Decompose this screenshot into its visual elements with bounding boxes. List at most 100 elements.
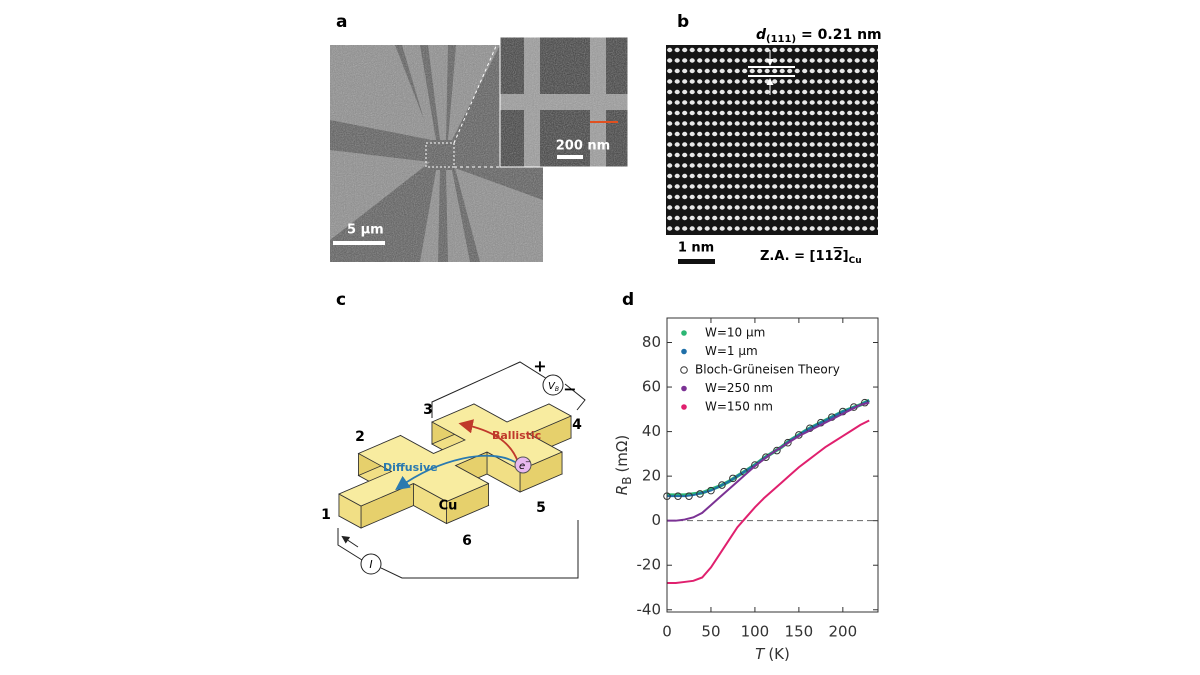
y-tick-label: 60 [642, 378, 661, 396]
series-line [667, 401, 870, 522]
x-axis-unit: (K) [768, 645, 790, 663]
material-label: Cu [439, 499, 458, 514]
y-axis-label: RB (mΩ) [613, 435, 634, 495]
zoom-line [453, 36, 501, 144]
terminal-label: 1 [321, 507, 331, 523]
zone-axis-end: ] [843, 249, 849, 264]
lattice-spacing: d(111) = 0.21 nm [756, 27, 882, 45]
diffusive-arrow [395, 454, 516, 491]
theory-point [696, 490, 704, 498]
legend-label: W=150 nm [705, 400, 773, 414]
zoom-box [425, 142, 455, 168]
spacing-value: = 0.21 nm [801, 27, 882, 43]
spacing-symbol: d [756, 27, 767, 43]
x-tick-label: 0 [662, 623, 672, 641]
scale-bar-label: 200 nm [556, 139, 610, 154]
ammeter [360, 553, 382, 575]
y-axis-unit: (mΩ) [613, 435, 631, 473]
y-tick-label: 80 [642, 333, 661, 351]
zone-axis: Z.A. = [112]Cu [760, 249, 862, 266]
voltmeter-subscript: B [555, 386, 559, 393]
voltage-wire [431, 361, 586, 418]
y-tick-label: 20 [642, 467, 661, 485]
diffusive-label: Diffusive [383, 461, 438, 474]
tem-lattice [666, 45, 878, 235]
inset-noise [500, 37, 628, 167]
x-tick-label: 100 [741, 623, 770, 641]
scale-bar [678, 259, 715, 264]
series-line [667, 419, 870, 585]
theory-point [685, 492, 693, 500]
inset-frame [499, 36, 629, 168]
electron [514, 456, 532, 474]
scale-bar [557, 155, 583, 159]
terminal-label: 3 [423, 402, 433, 418]
legend-label: Bloch-Grüneisen Theory [695, 363, 840, 377]
y-tick-label: -40 [637, 600, 662, 618]
current-arrow [341, 535, 359, 548]
theory-point [674, 492, 682, 500]
y-axis-subscript: B [620, 477, 634, 485]
theory-point [718, 481, 726, 489]
spacing-subscript: (111) [766, 34, 796, 45]
ammeter-label: I [369, 558, 372, 571]
current-wire [337, 520, 579, 579]
electron-label: e− [519, 458, 531, 472]
theory-point [773, 446, 781, 455]
plus-label: + [533, 357, 546, 376]
legend-label: W=1 µm [705, 344, 758, 358]
axes-frame [666, 317, 879, 613]
scale-bar-label: 5 µm [347, 223, 384, 238]
sem-image: 200 nm 5 µm [330, 36, 629, 262]
theory-point [707, 486, 715, 495]
theory-point [729, 474, 737, 483]
ballistic-label: Ballistic [492, 429, 541, 442]
ballistic-arrow [458, 419, 519, 463]
theory-point [762, 453, 770, 462]
tem-image [666, 45, 878, 235]
scale-bar [333, 241, 385, 245]
zone-axis-subscript: Cu [849, 256, 862, 266]
x-axis-symbol: T [755, 645, 766, 663]
y-axis-symbol: R [613, 485, 631, 495]
legend-marker [681, 404, 687, 410]
minus-label: − [563, 380, 576, 399]
panel-label: a [336, 12, 347, 32]
terminal-label: 2 [355, 429, 365, 445]
x-axis-label: T (K) [755, 645, 790, 663]
voltmeter [542, 374, 564, 396]
scale-bar-label: 1 nm [678, 241, 714, 256]
theory-point [784, 438, 792, 447]
electron-symbol: e [519, 461, 525, 472]
legend-label: W=10 µm [705, 326, 765, 340]
y-tick-label: 0 [651, 511, 661, 529]
y-tick-label: -20 [637, 556, 662, 574]
voltmeter-label: VB [548, 381, 559, 393]
panel-label: d [622, 290, 634, 310]
legend-marker [680, 366, 688, 374]
x-tick-label: 50 [701, 623, 720, 641]
terminal-label: 5 [536, 500, 546, 516]
panel-label: b [677, 12, 689, 32]
panel-label: c [336, 290, 346, 310]
x-tick-label: 200 [829, 623, 858, 641]
device-top [338, 403, 572, 507]
legend-label: W=250 nm [705, 381, 773, 395]
electron-charge: − [525, 458, 531, 466]
legend-marker [681, 348, 687, 355]
zone-axis-bar: 2 [834, 249, 843, 264]
legend-marker [681, 385, 687, 392]
chart: -40 -20 0 20 40 60 80 0 50 100 150 200 W=10 µm W=1 µm… [613, 317, 879, 663]
x-tick-label: 150 [785, 623, 814, 641]
zone-axis-text: Z.A. = [11 [760, 249, 834, 264]
voltmeter-symbol: V [548, 381, 556, 392]
terminal-label: 6 [462, 533, 472, 549]
theory-point [751, 461, 759, 469]
y-tick-label: 40 [642, 422, 661, 440]
legend-marker [681, 330, 687, 336]
plot-area [667, 318, 878, 612]
